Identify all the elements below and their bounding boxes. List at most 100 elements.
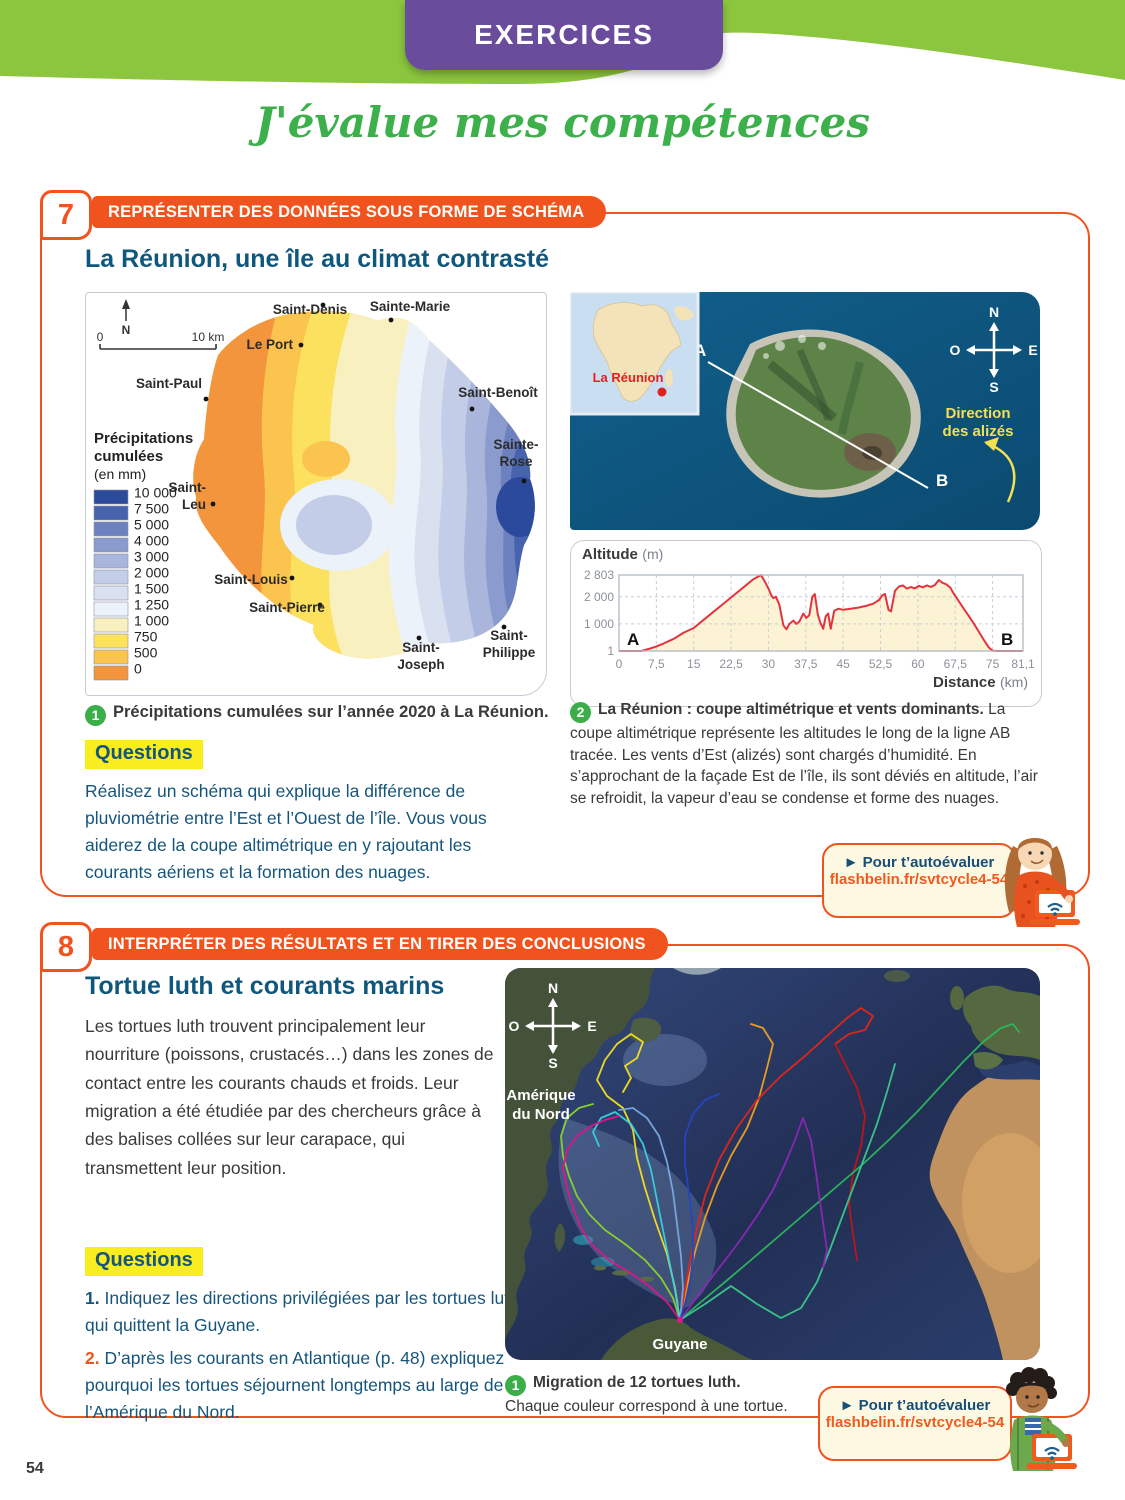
svg-text:30: 30 bbox=[762, 657, 776, 671]
svg-text:0: 0 bbox=[616, 657, 623, 671]
student-illustration-boy bbox=[1006, 1367, 1077, 1471]
svg-text:0: 0 bbox=[97, 330, 104, 344]
exercise8-question2: 2. D’après les courants en Atlantique (p… bbox=[85, 1348, 505, 1423]
svg-text:B: B bbox=[1001, 630, 1013, 649]
exercise7-title: La Réunion, une île au climat contrasté bbox=[85, 245, 549, 273]
svg-text:15: 15 bbox=[687, 657, 701, 671]
page-number: 54 bbox=[26, 1460, 44, 1477]
svg-text:N: N bbox=[989, 304, 999, 320]
wifi-icon bbox=[1047, 902, 1063, 916]
exercise8-title: Tortue luth et courants marins bbox=[85, 972, 445, 1000]
svg-text:2 803: 2 803 bbox=[584, 568, 614, 582]
satellite-panel: A B N S O E Direction des alizés La Réunion bbox=[570, 292, 1040, 530]
svg-text:Sainte-: Sainte- bbox=[493, 437, 538, 452]
svg-text:60: 60 bbox=[911, 657, 925, 671]
svg-text:5 000: 5 000 bbox=[134, 517, 169, 533]
svg-text:(en mm): (en mm) bbox=[94, 466, 146, 482]
svg-text:Saint-Pierre: Saint-Pierre bbox=[249, 600, 325, 615]
svg-text:Saint-Louis: Saint-Louis bbox=[214, 572, 288, 587]
svg-text:7,5: 7,5 bbox=[648, 657, 665, 671]
self-assessment-url-1: flashbelin.fr/svtcycle4-54 bbox=[829, 871, 1009, 888]
svg-text:Saint-Benoît: Saint-Benoît bbox=[458, 385, 538, 400]
caption-turtles: 1 Migration de 12 tortues luth. Chaque co… bbox=[505, 1372, 835, 1418]
svg-text:Amérique: Amérique bbox=[506, 1087, 575, 1104]
arrow-icon: ► bbox=[843, 854, 859, 871]
svg-text:10 000: 10 000 bbox=[134, 485, 177, 501]
svg-text:2 000: 2 000 bbox=[134, 565, 169, 581]
svg-text:22,5: 22,5 bbox=[719, 657, 743, 671]
questions-label: Questions bbox=[85, 1247, 203, 1276]
svg-text:3 000: 3 000 bbox=[134, 549, 169, 565]
self-assessment-url-2: flashbelin.fr/svtcycle4-54 bbox=[825, 1414, 1005, 1431]
svg-text:Saint-: Saint- bbox=[168, 480, 206, 495]
caption-turtles-text: Chaque couleur correspond à une tortue. bbox=[505, 1398, 788, 1415]
svg-text:Philippe: Philippe bbox=[483, 645, 536, 660]
svg-text:Joseph: Joseph bbox=[397, 657, 444, 672]
caption1-text: Précipitations cumulées sur l’année 2020… bbox=[113, 703, 549, 721]
exercise7-number-badge: 7 bbox=[40, 190, 92, 240]
exercices-tab-label: EXERCICES bbox=[474, 19, 654, 50]
question1-number: 1. bbox=[85, 1288, 100, 1308]
exercise8-question1: 1. Indiquez les directions privilégiées … bbox=[85, 1288, 519, 1336]
svg-text:45: 45 bbox=[836, 657, 850, 671]
exercices-tab: EXERCICES bbox=[405, 0, 723, 70]
svg-text:Saint-: Saint- bbox=[490, 628, 528, 643]
exercise8-skill-bar: INTERPRÉTER DES RÉSULTATS ET EN TIRER DE… bbox=[92, 928, 668, 960]
exercise7-number: 7 bbox=[57, 198, 75, 231]
self-assessment-box-1: ► Pour t’autoévaluer flashbelin.fr/svtcy… bbox=[822, 843, 1016, 918]
svg-text:1 000: 1 000 bbox=[134, 613, 169, 629]
caption1-number-icon: 1 bbox=[85, 705, 106, 726]
caption-turtles-bold: Migration de 12 tortues luth. bbox=[533, 1374, 741, 1391]
svg-text:E: E bbox=[1028, 342, 1037, 358]
precipitation-map-panel: Saint-Denis Sainte-Marie Le Port Saint-Paul… bbox=[85, 292, 547, 696]
turtle-migration-map: N S O E Amérique du Nord Guyane bbox=[505, 968, 1040, 1360]
caption-turtles-number-icon: 1 bbox=[505, 1375, 526, 1396]
caption2-bold: La Réunion : coupe altimétrique et vents… bbox=[598, 701, 984, 718]
svg-text:La Réunion: La Réunion bbox=[593, 370, 664, 385]
svg-text:Saint-: Saint- bbox=[402, 640, 440, 655]
svg-text:Saint-Paul: Saint-Paul bbox=[136, 376, 202, 391]
exercise7-question: Réalisez un schéma qui explique la diffé… bbox=[85, 781, 487, 883]
arrow-icon: ► bbox=[839, 1397, 855, 1414]
exercise8-body: Les tortues luth trouvent principalement… bbox=[85, 1016, 494, 1178]
svg-text:N: N bbox=[122, 323, 131, 337]
svg-text:1 500: 1 500 bbox=[134, 581, 169, 597]
svg-text:750: 750 bbox=[134, 629, 158, 645]
svg-text:Le Port: Le Port bbox=[246, 337, 293, 352]
svg-text:Saint-Denis: Saint-Denis bbox=[273, 302, 347, 317]
distance-axis-title: Distance (km) bbox=[800, 674, 1028, 692]
exercise7-skill-label: REPRÉSENTER DES DONNÉES SOUS FORME DE SC… bbox=[108, 202, 585, 221]
self-assessment-box-2: ► Pour t’autoévaluer flashbelin.fr/svtcy… bbox=[818, 1386, 1012, 1461]
precipitation-map: Saint-Denis Sainte-Marie Le Port Saint-Paul… bbox=[93, 299, 539, 681]
svg-text:N: N bbox=[548, 980, 558, 996]
question2-number: 2. bbox=[85, 1348, 100, 1368]
svg-text:E: E bbox=[587, 1018, 596, 1034]
svg-text:Rose: Rose bbox=[499, 454, 533, 469]
distance-unit: (km) bbox=[1000, 674, 1028, 690]
svg-text:Sainte-Marie: Sainte-Marie bbox=[370, 299, 451, 314]
svg-text:S: S bbox=[548, 1055, 557, 1071]
exercise8-number: 8 bbox=[57, 930, 75, 963]
svg-text:O: O bbox=[950, 342, 961, 358]
self-assessment-text-2: ► Pour t’autoévaluer bbox=[839, 1397, 991, 1414]
svg-text:7 500: 7 500 bbox=[134, 501, 169, 517]
questions-label: Questions bbox=[85, 740, 203, 769]
self-assessment-text-1: ► Pour t’autoévaluer bbox=[843, 854, 995, 871]
svg-text:des alizés: des alizés bbox=[943, 423, 1014, 440]
distance-label: Distance bbox=[933, 674, 996, 691]
svg-text:1 250: 1 250 bbox=[134, 597, 169, 613]
svg-text:A: A bbox=[627, 630, 639, 649]
turtle-migration-map-panel: N S O E Amérique du Nord Guyane bbox=[505, 968, 1040, 1360]
svg-text:S: S bbox=[989, 379, 998, 395]
altitude-axis-title: Altitude (m) bbox=[582, 546, 663, 564]
svg-text:500: 500 bbox=[134, 645, 158, 661]
svg-text:Leu: Leu bbox=[182, 497, 206, 512]
svg-text:Guyane: Guyane bbox=[652, 1336, 707, 1353]
svg-text:4 000: 4 000 bbox=[134, 533, 169, 549]
altitude-profile-chart: 0 7,5 15 22,5 30 37,5 45 52,5 60 67,5 75 81,1 2 803 2… bbox=[584, 568, 1035, 671]
altitude-label: Altitude bbox=[582, 546, 638, 563]
svg-text:Direction: Direction bbox=[945, 405, 1010, 422]
svg-text:67,5: 67,5 bbox=[944, 657, 968, 671]
